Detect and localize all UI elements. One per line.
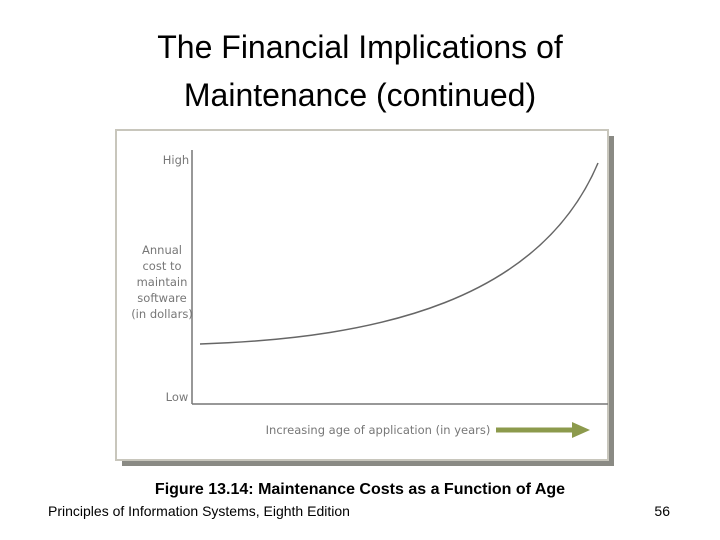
y-low-label: Low: [166, 390, 189, 404]
y-label-line: (in dollars): [131, 307, 193, 321]
slide-title-line: The Financial Implications of: [157, 29, 563, 65]
y-label-line: cost to: [142, 259, 181, 273]
y-label-line: software: [137, 291, 186, 305]
y-high-label: High: [163, 153, 189, 167]
y-label-line: Annual: [142, 243, 182, 257]
figure: High Annual cost to maintain software (i…: [115, 129, 614, 466]
figure-caption: Figure 13.14: Maintenance Costs as a Fun…: [155, 481, 565, 498]
footer-source: Principles of Information Systems, Eight…: [48, 503, 350, 519]
x-axis-label: Increasing age of application (in years): [266, 423, 491, 437]
arrow-head: [572, 422, 590, 438]
figure-frame: [115, 129, 609, 461]
slide-title-line: Maintenance (continued): [184, 77, 536, 113]
cost-curve: [199, 162, 599, 345]
page-number: 56: [654, 503, 670, 519]
y-label-line: maintain: [137, 275, 188, 289]
